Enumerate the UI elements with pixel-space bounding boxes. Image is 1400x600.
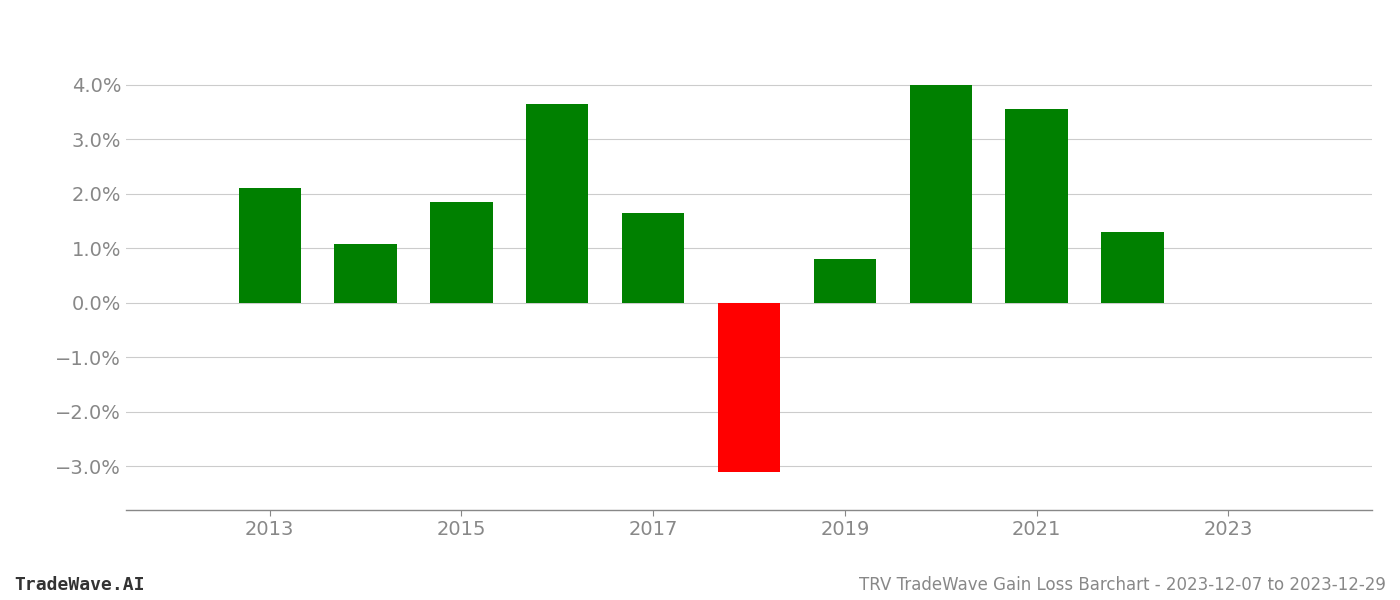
Text: TradeWave.AI: TradeWave.AI	[14, 576, 144, 594]
Bar	[718, 303, 780, 472]
Bar	[622, 213, 685, 303]
Bar	[335, 244, 396, 303]
Bar	[1102, 232, 1163, 303]
Bar	[1005, 109, 1068, 303]
Text: TRV TradeWave Gain Loss Barchart - 2023-12-07 to 2023-12-29: TRV TradeWave Gain Loss Barchart - 2023-…	[860, 576, 1386, 594]
Bar	[910, 85, 972, 303]
Bar	[430, 202, 493, 303]
Bar	[526, 104, 588, 303]
Bar	[813, 259, 876, 303]
Bar	[238, 188, 301, 303]
